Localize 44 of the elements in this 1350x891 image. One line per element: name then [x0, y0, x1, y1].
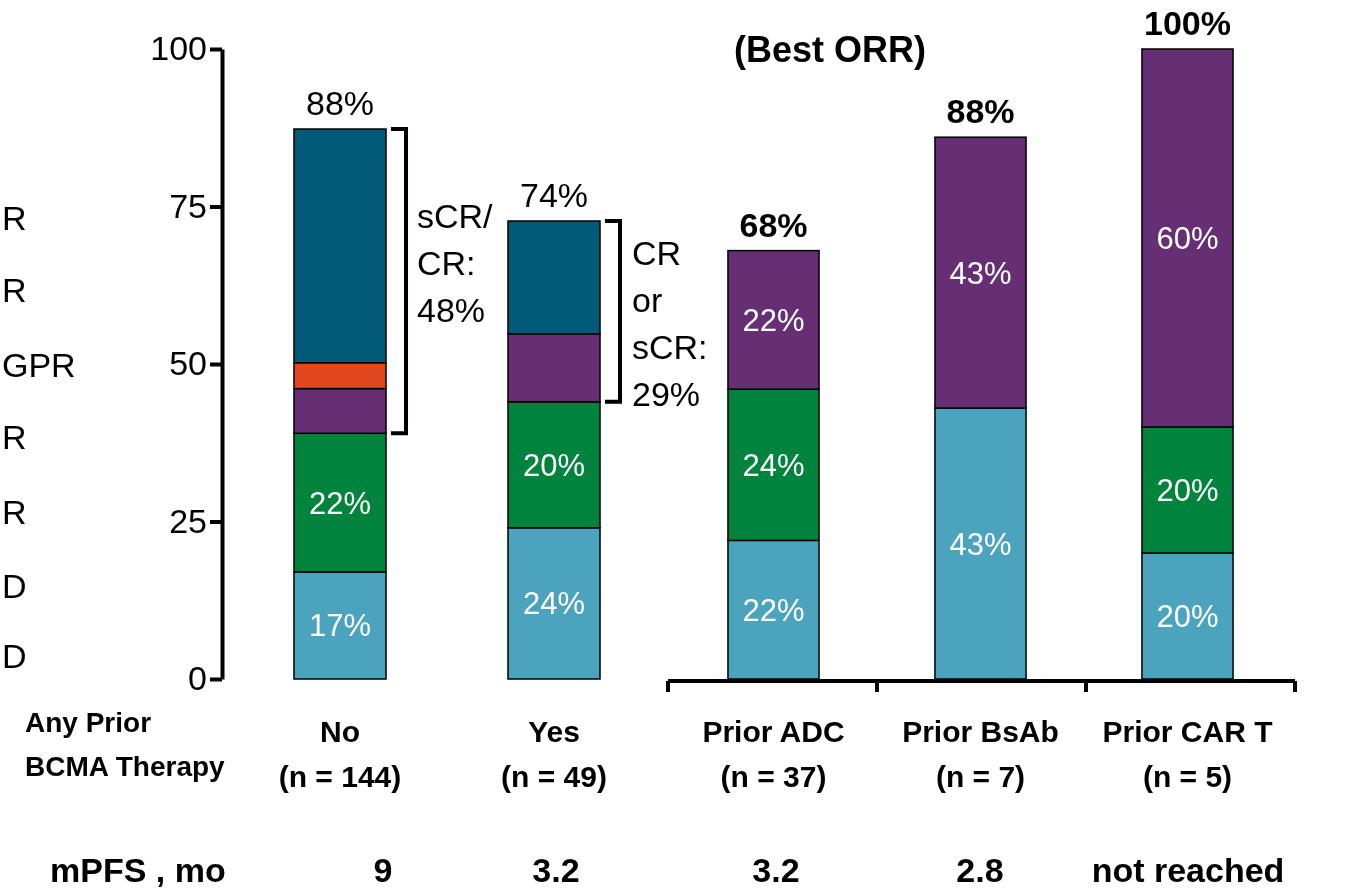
text: D — [2, 567, 27, 605]
total-label: 88% — [305, 84, 375, 123]
data-label: 22% — [742, 302, 805, 338]
text: R — [2, 199, 27, 237]
data-label: 20% — [522, 447, 586, 483]
x-tick-label: Prior BsAb (n = 7) — [902, 715, 1059, 793]
data-label: 24% — [522, 586, 586, 622]
y-tick-label: 25 — [169, 501, 207, 540]
data-label: 17% — [308, 608, 372, 644]
data-label: 20% — [1156, 473, 1219, 508]
total-label: 100% — [1144, 4, 1231, 42]
data-label: 60% — [1156, 221, 1219, 256]
data-label: 43% — [949, 255, 1012, 291]
data-label: 22% — [308, 485, 372, 521]
text: 3.2 — [532, 851, 580, 889]
text: R — [2, 418, 27, 456]
x-axis-title: Any Prior BCMA Therapy — [25, 707, 226, 782]
text: mPFS , mo — [50, 851, 226, 889]
data-label: 43% — [949, 526, 1012, 562]
annotation: sCR/ CR: 48% — [417, 197, 494, 329]
x-tick-label: Yes (n = 49) — [501, 715, 607, 793]
x-tick-label: No (n = 144) — [278, 715, 402, 793]
total-label: 74% — [519, 175, 589, 214]
total-label: 68% — [739, 205, 808, 244]
data-label: 24% — [742, 447, 805, 483]
text: 2.8 — [956, 851, 1004, 889]
chart-title: (Best ORR) — [733, 29, 927, 70]
text: 9 — [373, 851, 393, 889]
text: R — [2, 271, 27, 309]
y-tick-label: 75 — [169, 186, 207, 225]
y-tick-label: 100 — [150, 29, 207, 68]
text: not reached — [1091, 851, 1285, 889]
total-label: 88% — [946, 92, 1015, 131]
y-tick-label: 50 — [169, 344, 207, 383]
data-label: 20% — [1156, 599, 1219, 634]
data-label: 22% — [742, 592, 805, 628]
text: D — [2, 637, 27, 675]
text: R — [2, 493, 27, 531]
y-tick-label: 0 — [188, 659, 207, 698]
annotation: CR or sCR: 29% — [632, 234, 708, 413]
text: GPR — [2, 346, 76, 384]
x-tick-label: Prior CAR T (n = 5) — [1102, 715, 1273, 793]
x-tick-label: Prior ADC (n = 37) — [702, 715, 845, 793]
text: 3.2 — [752, 851, 800, 889]
